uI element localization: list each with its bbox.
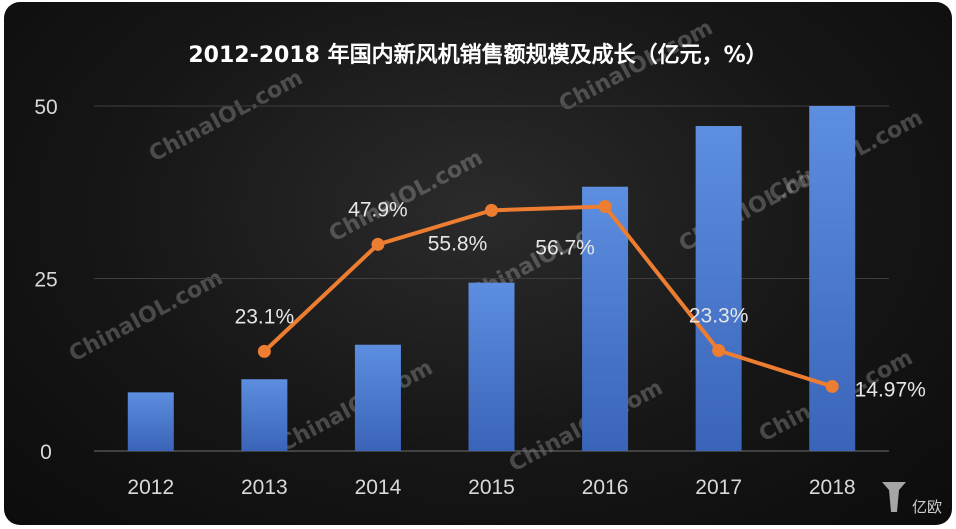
chart-frame: 2012-2018 年国内新风机销售额规模及成长（亿元，%） ChinaIOL.… <box>4 2 952 525</box>
growth-point <box>825 379 839 393</box>
bar <box>809 106 856 451</box>
growth-label: 23.1% <box>235 305 295 328</box>
x-tick-label: 2017 <box>695 476 742 499</box>
growth-point <box>712 344 726 358</box>
growth-point <box>485 203 498 217</box>
x-tick-label: 2014 <box>355 476 402 499</box>
chart-title: 2012-2018 年国内新风机销售额规模及成长（亿元，%） <box>188 42 767 68</box>
logo: 亿欧 <box>882 482 942 516</box>
logo-icon <box>882 482 906 512</box>
bar <box>241 379 288 451</box>
x-tick-label: 2018 <box>809 476 856 499</box>
growth-point <box>598 199 612 213</box>
x-tick-label: 2012 <box>127 476 174 499</box>
bar <box>127 392 174 451</box>
logo-text: 亿欧 <box>912 498 942 516</box>
y-tick-label: 0 <box>40 441 52 464</box>
watermark-text: ChinaIOL.com <box>65 265 227 367</box>
growth-labels: 23.1% 47.9% 55.8% 56.7% 23.3% 14.97% <box>235 198 926 401</box>
growth-label: 56.7% <box>535 236 595 259</box>
growth-label: 23.3% <box>689 305 749 328</box>
y-tick-label: 25 <box>34 269 57 292</box>
bar <box>582 186 629 452</box>
x-tick-label: 2013 <box>241 476 288 499</box>
bars <box>127 106 856 452</box>
x-tick-label: 2016 <box>582 476 629 499</box>
growth-polyline <box>262 204 833 389</box>
bar <box>695 126 742 451</box>
growth-label: 14.97% <box>855 378 926 401</box>
bar <box>468 282 515 451</box>
x-tick-label: 2015 <box>468 476 515 499</box>
growth-point <box>371 237 385 251</box>
x-axis-ticks: 2012 2013 2014 2015 2016 2017 2018 <box>127 476 855 499</box>
growth-label: 47.9% <box>348 198 408 221</box>
growth-label: 55.8% <box>428 232 488 255</box>
growth-point <box>257 344 271 358</box>
chart-svg: 2012-2018 年国内新风机销售额规模及成长（亿元，%） ChinaIOL.… <box>34 15 942 516</box>
growth-line <box>257 199 839 393</box>
y-axis-ticks: 0 25 50 <box>34 96 57 464</box>
watermark-text: ChinaIOL.com <box>145 65 307 167</box>
y-tick-label: 50 <box>34 96 57 119</box>
bar <box>354 344 401 451</box>
